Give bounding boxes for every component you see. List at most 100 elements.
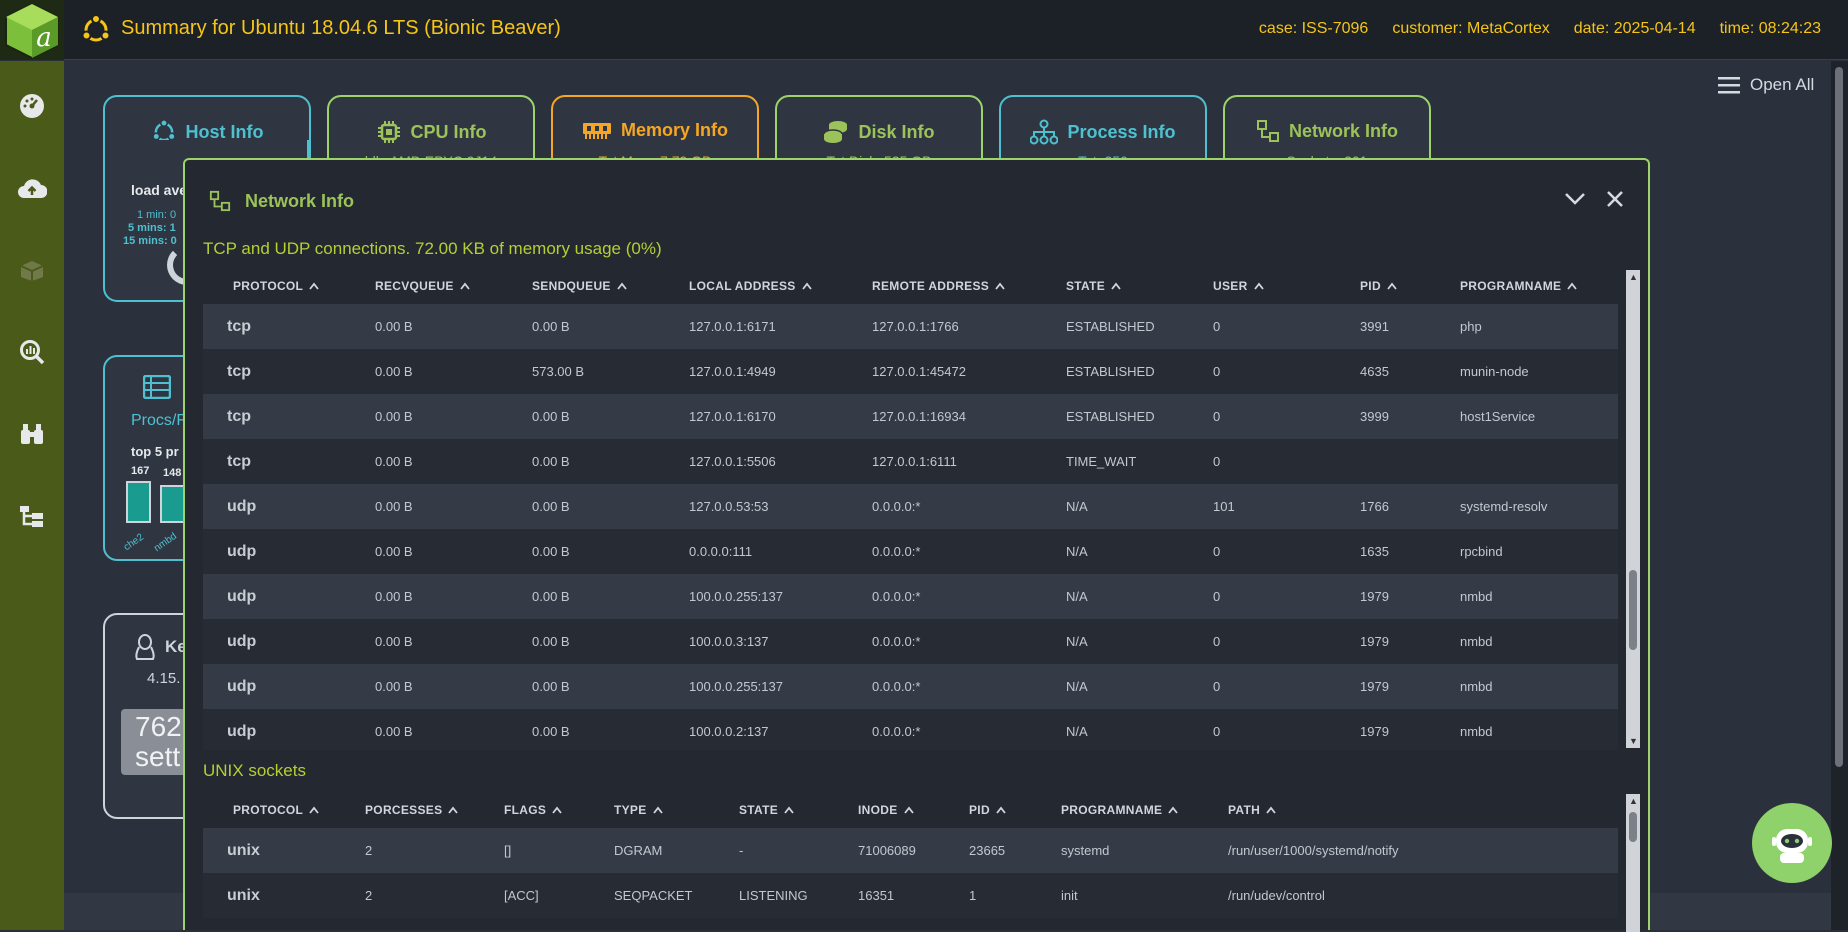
app-logo[interactable]: a (0, 0, 64, 60)
sort-asc-icon[interactable] (996, 806, 1006, 814)
binoculars-icon[interactable] (16, 418, 48, 450)
conn-col-header[interactable]: RECVQUEUE (363, 279, 520, 293)
unix-cell: SEQPACKET (614, 888, 693, 903)
conn-col-header[interactable]: PID (1348, 279, 1448, 293)
cloud-upload-icon[interactable] (16, 172, 48, 204)
connections-scrollbar-thumb[interactable] (1629, 570, 1637, 650)
conn-cell: php (1460, 319, 1482, 334)
conn-table-row[interactable]: udp 0.00 B 0.00 B 0.0.0.0:111 0.0.0.0:* N/A 0 1… (203, 529, 1618, 574)
tcp-udp-heading: TCP and UDP connections. 72.00 KB of mem… (203, 239, 662, 258)
conn-table-row[interactable]: tcp 0.00 B 0.00 B 127.0.0.1:6170 127.0.0.1:1… (203, 394, 1618, 439)
network-icon (1256, 120, 1279, 142)
conn-cell: udp (227, 542, 257, 560)
sort-asc-icon[interactable] (1266, 806, 1276, 814)
unix-col-header[interactable]: PORCESSES (353, 803, 492, 817)
conn-table-row[interactable]: tcp 0.00 B 0.00 B 127.0.0.1:5506 127.0.0.1:6… (203, 439, 1618, 484)
scroll-down-arrow-icon[interactable]: ▼ (1629, 736, 1638, 746)
sort-asc-icon[interactable] (903, 806, 914, 814)
page-scrollbar[interactable] (1831, 61, 1848, 930)
conn-cell: 0.00 B (375, 364, 413, 379)
conn-cell: host1Service (1460, 409, 1536, 424)
open-all-button[interactable]: Open All (1718, 75, 1814, 95)
sort-asc-icon[interactable] (1111, 282, 1121, 290)
top5-bar-1 (126, 481, 151, 523)
unix-col-header[interactable]: STATE (727, 803, 846, 817)
sort-asc-icon[interactable] (995, 282, 1005, 290)
scroll-up-arrow-icon[interactable]: ▲ (1629, 796, 1638, 806)
unix-col-header-label: PROTOCOL (233, 803, 304, 817)
tab-network-info-label: Network Info (1288, 120, 1398, 141)
conn-col-header[interactable]: USER (1201, 279, 1348, 293)
search-chart-icon[interactable] (16, 336, 48, 368)
top5-bar-2 (160, 485, 185, 523)
sort-asc-icon[interactable] (652, 806, 663, 814)
kernel-settings-label: sett (135, 741, 181, 772)
unix-col-header[interactable]: FLAGS (492, 803, 602, 817)
unix-col-header[interactable]: TYPE (602, 803, 727, 817)
unix-col-header[interactable]: PID (957, 803, 1049, 817)
sort-asc-icon[interactable] (784, 806, 794, 814)
conn-cell: 100.0.0.3:137 (689, 634, 769, 649)
tab-process-info-label: Process Info (1067, 121, 1176, 142)
network-icon (209, 190, 231, 212)
conn-col-header[interactable]: PROTOCOL (203, 279, 363, 293)
sort-asc-icon[interactable] (1253, 282, 1264, 290)
close-icon[interactable] (1606, 190, 1624, 208)
dashboard-icon[interactable] (16, 90, 48, 122)
conn-table-row[interactable]: udp 0.00 B 0.00 B 100.0.0.2:137 0.0.0.0:* N/A… (203, 709, 1618, 750)
sort-asc-icon[interactable] (1567, 282, 1578, 290)
connections-table-scrollbar[interactable]: ▲ ▼ (1626, 270, 1640, 748)
sort-asc-icon[interactable] (448, 806, 459, 814)
box-icon[interactable] (16, 254, 48, 286)
sort-asc-icon[interactable] (309, 806, 319, 814)
unix-cell: /run/user/1000/systemd/notify (1228, 843, 1399, 858)
unix-table-row[interactable]: unix 2 [] DGRAM - 71006089 23665 systemd/run/us… (203, 828, 1618, 873)
conn-cell: TIME_WAIT (1066, 454, 1137, 469)
unix-cell: unix (227, 886, 260, 904)
conn-cell: udp (227, 632, 257, 650)
sort-asc-icon[interactable] (552, 806, 562, 814)
conn-col-header[interactable]: SENDQUEUE (520, 279, 677, 293)
conn-cell: 0 (1213, 454, 1221, 469)
unix-scrollbar-thumb[interactable] (1629, 812, 1637, 842)
conn-col-header[interactable]: LOCAL ADDRESS (677, 279, 860, 293)
conn-table-row[interactable]: udp 0.00 B 0.00 B 100.0.0.255:137 0.0.0.0:* N… (203, 574, 1618, 619)
unix-cell: init (1061, 888, 1078, 903)
conn-col-header[interactable]: REMOTE ADDRESS (860, 279, 1054, 293)
conn-table-row[interactable]: udp 0.00 B 0.00 B 100.0.0.3:137 0.0.0.0:* N/A… (203, 619, 1618, 664)
chevron-down-icon[interactable] (1564, 192, 1586, 206)
scroll-up-arrow-icon[interactable]: ▲ (1629, 272, 1638, 282)
sort-asc-icon[interactable] (1168, 806, 1179, 814)
conn-table-row[interactable]: tcp 0.00 B 0.00 B 127.0.0.1:6171 127.0.0.1:1… (203, 304, 1618, 349)
tree-icon[interactable] (16, 500, 48, 532)
conn-cell: tcp (227, 452, 251, 470)
unix-col-header[interactable]: PROGRAMNAME (1049, 803, 1216, 817)
conn-table-row[interactable]: udp 0.00 B 0.00 B 100.0.0.255:137 0.0.0.0:* N… (203, 664, 1618, 709)
unix-col-header[interactable]: INODE (846, 803, 957, 817)
sort-asc-icon[interactable] (1387, 282, 1397, 290)
unix-col-header[interactable]: PATH (1216, 803, 1618, 817)
conn-cell: 0.00 B (375, 409, 413, 424)
conn-col-header[interactable]: PROGRAMNAME (1448, 279, 1618, 293)
unix-sockets-table: PROTOCOL PORCESSES FLAGS TYPE STATE INODE PID P… (203, 792, 1618, 932)
unix-cell: [] (504, 843, 512, 858)
sort-asc-icon[interactable] (801, 282, 812, 290)
unix-table-header: PROTOCOL PORCESSES FLAGS TYPE STATE INODE PID P… (203, 792, 1618, 828)
conn-col-header-label: PROTOCOL (233, 279, 304, 293)
conn-cell: 127.0.0.53:53 (689, 499, 769, 514)
unix-table-scrollbar[interactable]: ▲ (1626, 794, 1640, 932)
chatbot-button[interactable] (1752, 803, 1832, 883)
conn-table-row[interactable]: udp 0.00 B 0.00 B 127.0.0.53:53 0.0.0.0:* N/A… (203, 484, 1618, 529)
conn-col-header[interactable]: STATE (1054, 279, 1201, 293)
conn-cell: N/A (1066, 634, 1088, 649)
sort-asc-icon[interactable] (309, 282, 319, 290)
conn-table-row[interactable]: tcp 0.00 B 573.00 B 127.0.0.1:4949 127.0.0.1… (203, 349, 1618, 394)
conn-cell: 0 (1213, 589, 1221, 604)
unix-col-header[interactable]: PROTOCOL (203, 803, 353, 817)
conn-cell: 0.0.0.0:* (872, 589, 921, 604)
unix-table-row[interactable]: unix 2 [ACC] SEQPACKET LISTENING 16351 1 init/r… (203, 873, 1618, 918)
conn-cell: 0 (1213, 409, 1221, 424)
sort-asc-icon[interactable] (617, 282, 627, 290)
sort-asc-icon[interactable] (460, 282, 470, 290)
page-scrollbar-thumb[interactable] (1835, 67, 1843, 767)
